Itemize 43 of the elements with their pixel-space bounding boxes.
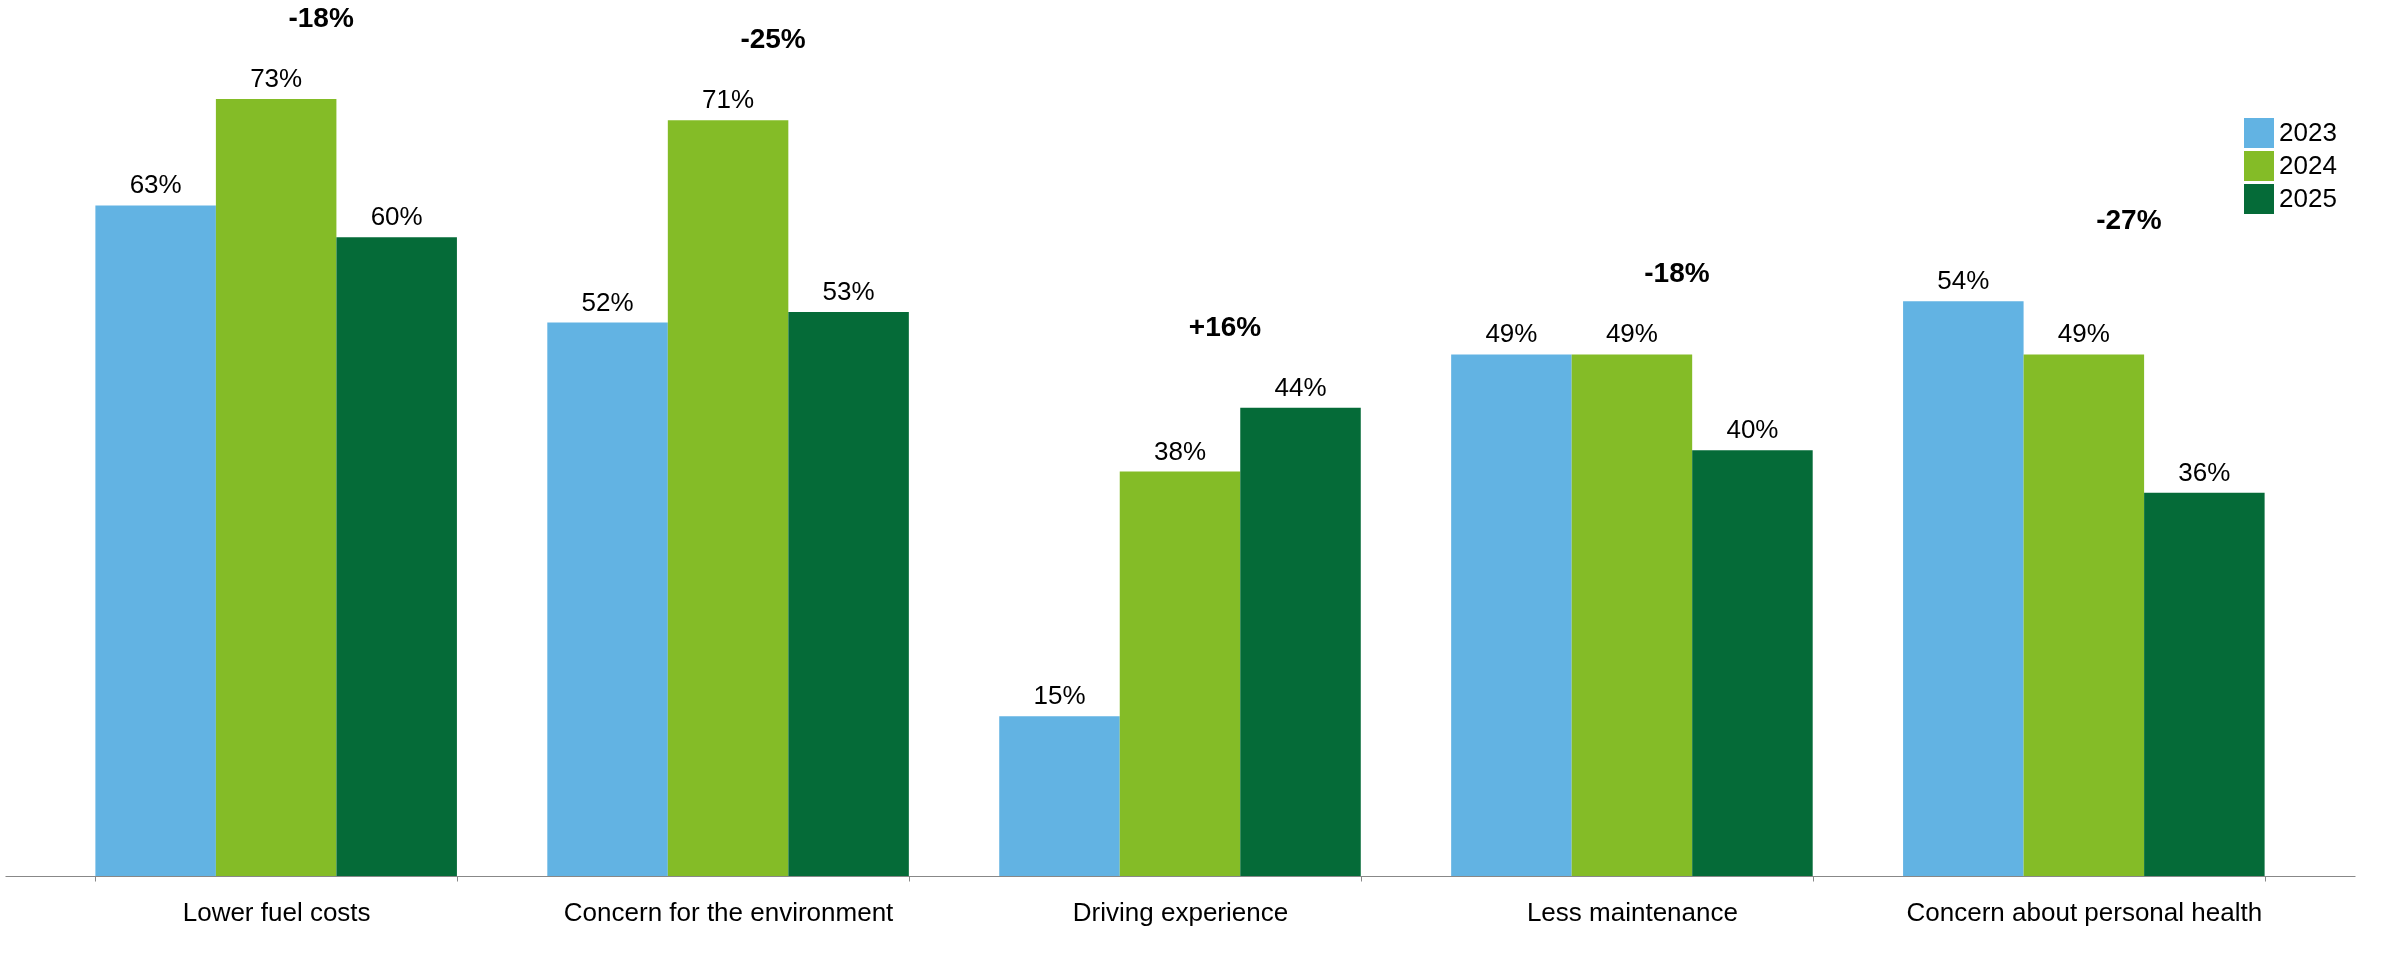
annotation: +16%: [1188, 310, 1262, 342]
data-label: 52%: [581, 286, 634, 317]
data-label: 15%: [1033, 680, 1086, 711]
data-label: 49%: [1605, 318, 1658, 349]
bar: [215, 99, 337, 876]
x-tick-label: Concern for the environment: [563, 896, 895, 927]
data-label: 40%: [1726, 414, 1779, 445]
x-tick-label: Less maintenance: [1526, 896, 1738, 927]
x-tick-label: Lower fuel costs: [182, 896, 371, 927]
data-label: 36%: [2178, 456, 2231, 487]
bar: [547, 322, 668, 876]
annotation: -18%: [1644, 257, 1710, 289]
bar: [1903, 301, 2024, 876]
data-label: 60%: [370, 201, 423, 232]
data-label: 44%: [1274, 371, 1327, 402]
bar: [788, 311, 909, 876]
data-label: 49%: [2057, 318, 2110, 349]
bar: [667, 120, 789, 876]
bar: [95, 205, 216, 876]
bar: [2023, 354, 2145, 876]
data-label: 49%: [1485, 318, 1538, 349]
data-label: 53%: [822, 275, 875, 306]
data-label: 63%: [129, 169, 182, 200]
data-label: 38%: [1153, 435, 1207, 466]
bar: [1571, 354, 1693, 876]
data-label: 71%: [702, 84, 755, 115]
bar: [1119, 471, 1241, 876]
annotation: -27%: [2096, 204, 2162, 236]
text: -25%: [740, 23, 806, 55]
x-tick-label: Concern about personal health: [1906, 896, 2263, 927]
data-label: 54%: [1937, 265, 1990, 296]
bar: [1451, 354, 1572, 876]
legend-label: 2023: [2279, 117, 2337, 147]
bar: [336, 237, 457, 876]
x-tick-label: Driving experience: [1072, 896, 1289, 927]
data-label: 73%: [250, 63, 303, 93]
text: -18%: [288, 2, 354, 33]
bar: [999, 716, 1120, 876]
bar: [1692, 450, 1813, 876]
bar: [1240, 407, 1361, 876]
legend-label: 2025: [2279, 183, 2337, 213]
legend-label: 2024: [2279, 150, 2337, 180]
bar: [2144, 492, 2265, 876]
